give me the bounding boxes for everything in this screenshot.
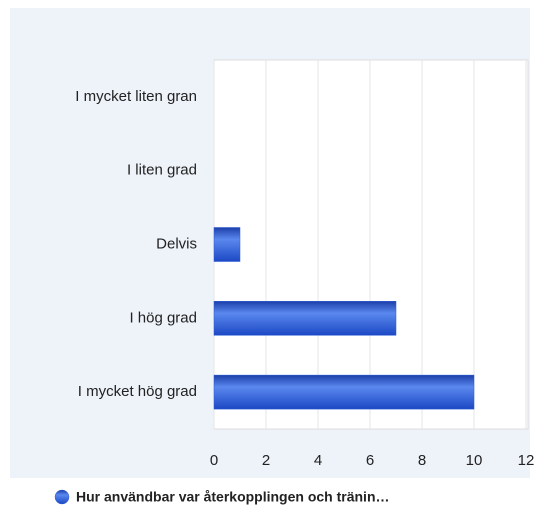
x-tick-label: 6: [366, 452, 374, 469]
legend-label: Hur användbar var återkopplingen och trä…: [76, 489, 390, 505]
x-tick-label: 0: [210, 452, 218, 469]
legend-marker: [54, 489, 70, 505]
y-tick-label: Delvis: [156, 235, 197, 252]
y-tick-label: I mycket hög grad: [78, 383, 197, 400]
y-tick-label: I hög grad: [129, 309, 197, 326]
y-tick-label: I liten grad: [127, 162, 197, 179]
x-tick-label: 12: [518, 452, 535, 469]
x-tick-label: 10: [466, 452, 483, 469]
bar: [213, 301, 397, 336]
bar: [213, 227, 241, 262]
plot-area: [213, 59, 529, 430]
x-tick-label: 4: [314, 452, 322, 469]
bar: [213, 374, 475, 410]
y-tick-label: I mycket liten gran: [75, 88, 197, 105]
x-tick-label: 8: [418, 452, 426, 469]
x-tick-label: 2: [262, 452, 270, 469]
